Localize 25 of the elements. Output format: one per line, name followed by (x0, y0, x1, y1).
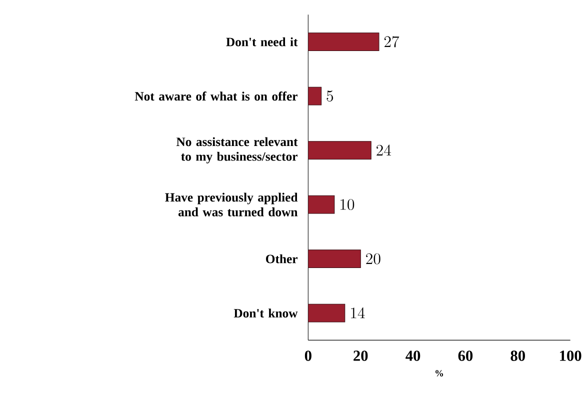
data-label: 27 (384, 36, 400, 48)
bar (308, 304, 346, 322)
y-tick-label: Don't need it (226, 37, 298, 46)
x-tick-label: 80 (510, 350, 525, 361)
bar (308, 87, 322, 106)
x-tick-label: 0 (304, 350, 312, 361)
y-tick-label: Not aware of what is on offer (134, 92, 298, 101)
data-label: 20 (366, 253, 380, 264)
y-tick-label: No assistance relevant to my business/sector (176, 137, 298, 164)
y-tick-label: Other (266, 254, 298, 264)
data-label: 5 (326, 90, 334, 102)
data-label: 14 (351, 307, 365, 318)
bar (308, 250, 361, 268)
x-tick-label: 20 (354, 350, 368, 361)
x-tick-label: 60 (458, 350, 473, 361)
data-label: 24 (376, 144, 392, 156)
data-label: 10 (340, 199, 354, 210)
x-tick-label: 40 (406, 350, 420, 361)
x-axis-title: % (436, 370, 444, 376)
y-tick-label: Have previously applied and was turned down (165, 192, 298, 216)
bar (308, 195, 335, 214)
y-tick-label: Don't know (234, 308, 298, 318)
bar (308, 141, 372, 160)
bar (308, 32, 380, 52)
x-tick-label: 100 (560, 350, 582, 361)
